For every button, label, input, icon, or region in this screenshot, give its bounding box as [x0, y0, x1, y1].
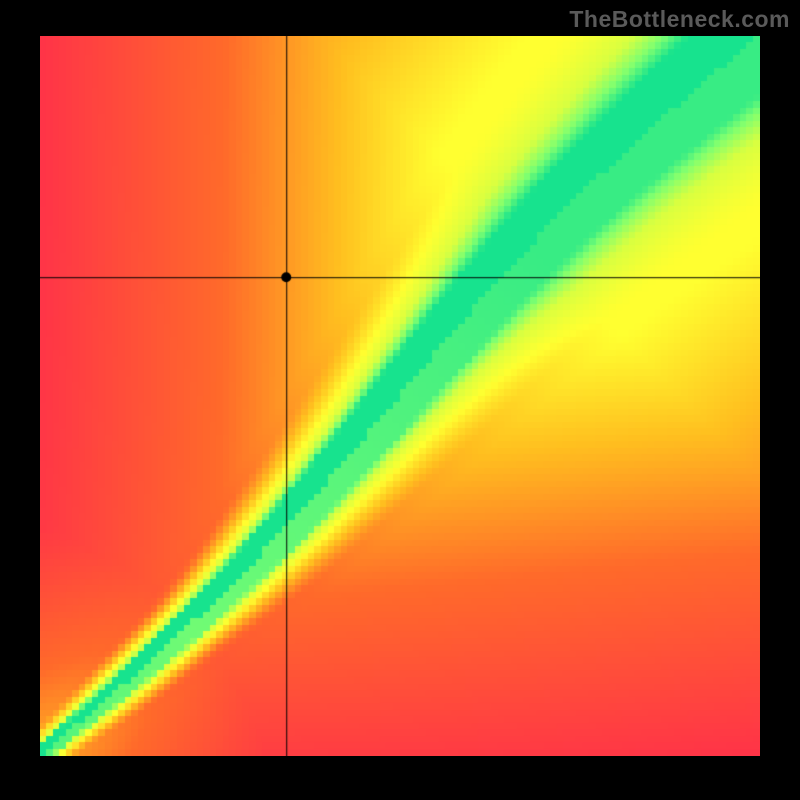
heatmap-canvas: [40, 36, 760, 756]
watermark-text: TheBottleneck.com: [569, 6, 790, 33]
heatmap-plot: [40, 36, 760, 756]
